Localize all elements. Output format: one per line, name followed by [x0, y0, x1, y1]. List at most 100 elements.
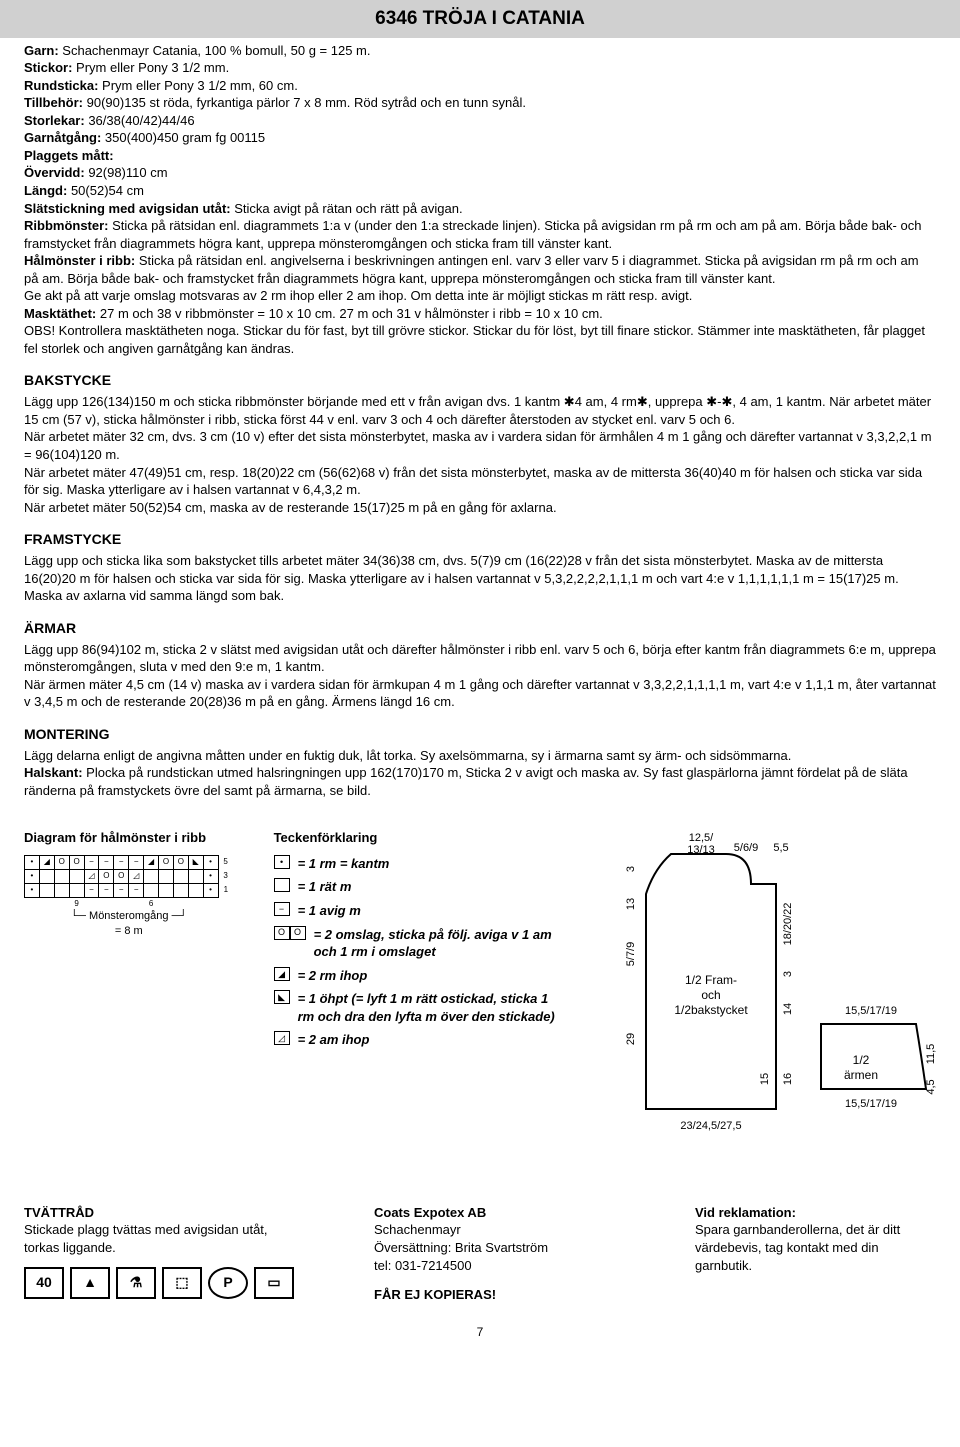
care-icon: ⬚ — [162, 1267, 202, 1299]
svg-text:och: och — [701, 988, 720, 1002]
company: Coats Expotex AB — [374, 1204, 615, 1222]
storlekar-value: 36/38(40/42)44/46 — [88, 113, 194, 128]
care-icon: P — [208, 1267, 248, 1299]
tillbehor-label: Tillbehör: — [24, 95, 83, 110]
legend-row: ◢= 2 rm ihop — [274, 967, 556, 985]
svg-text:14: 14 — [782, 1003, 794, 1015]
legend-row: −= 1 avig m — [274, 902, 556, 920]
bakstycke-p4: När arbetet mäter 50(52)54 cm, maska av … — [24, 499, 936, 517]
garn-label: Garn: — [24, 43, 59, 58]
bakstycke-p2: När arbetet mäter 32 cm, dvs. 3 cm (10 v… — [24, 428, 936, 463]
svg-text:15,5/17/19: 15,5/17/19 — [845, 1098, 897, 1110]
svg-text:ärmen: ärmen — [844, 1068, 878, 1082]
svg-text:1/2 Fram-: 1/2 Fram- — [685, 973, 737, 987]
garnatgang-value: 350(400)450 gram fg 00115 — [105, 130, 265, 145]
storlekar-label: Storlekar: — [24, 113, 85, 128]
legend-row: ◿= 2 am ihop — [274, 1031, 556, 1049]
reklamation-title: Vid reklamation: — [695, 1204, 936, 1222]
masktathet-value: 27 m och 38 v ribbmönster = 10 x 10 cm. … — [100, 306, 603, 321]
svg-text:4,5: 4,5 — [925, 1080, 936, 1095]
bakstycke-p3: När arbetet mäter 47(49)51 cm, resp. 18(… — [24, 464, 936, 499]
pattern-title: 6346 TRÖJA I CATANIA — [0, 0, 960, 38]
svg-text:23/24,5/27,5: 23/24,5/27,5 — [680, 1120, 741, 1132]
slatstickning-label: Slätstickning med avigsidan utåt: — [24, 201, 231, 216]
repeat-note: = 8 m — [24, 924, 234, 939]
geakt: Ge akt på att varje omslag motsvaras av … — [24, 287, 936, 305]
brand: Schachenmayr — [374, 1221, 615, 1239]
framstycke-p1: Lägg upp och sticka lika som bakstycket … — [24, 552, 936, 605]
rundsticka-value: Prym eller Pony 3 1/2 mm, 60 cm. — [102, 78, 298, 93]
armar-p1: Lägg upp 86(94)102 m, sticka 2 v slätst … — [24, 641, 936, 676]
nocopy: FÅR EJ KOPIERAS! — [374, 1286, 615, 1304]
ribbmonster-value: Sticka på rätsidan enl. diagrammets 1:a … — [24, 218, 921, 251]
tvatt-title: TVÄTTRÅD — [24, 1204, 294, 1222]
halmonster-label: Hålmönster i ribb: — [24, 253, 135, 268]
legend-column: Teckenförklaring •= 1 rm = kantm = 1 rät… — [274, 829, 556, 1144]
garnatgang-label: Garnåtgång: — [24, 130, 101, 145]
langd-value: 50(52)54 cm — [71, 183, 144, 198]
schematic-column: 12,5/13/13 5/6/9 5,5 3 13 5/7/9 29 1/2 F… — [596, 829, 936, 1144]
overvidd-label: Övervidd: — [24, 165, 85, 180]
care-icon: ⚗ — [116, 1267, 156, 1299]
tillbehor-value: 90(90)135 st röda, fyrkantiga pärlor 7 x… — [87, 95, 526, 110]
svg-text:5/7/9: 5/7/9 — [625, 942, 637, 966]
legend-row: •= 1 rm = kantm — [274, 855, 556, 873]
legend-row: OO= 2 omslag, sticka på följ. aviga v 1 … — [274, 926, 556, 961]
svg-text:3: 3 — [625, 866, 637, 872]
obs: OBS! Kontrollera masktätheten noga. Stic… — [24, 322, 936, 357]
armar-p2: När ärmen mäter 4,5 cm (14 v) maska av i… — [24, 676, 936, 711]
bottom-panel: Diagram för hålmönster i ribb •◢OO−−−−◢O… — [24, 829, 936, 1144]
langd-label: Längd: — [24, 183, 67, 198]
plaggets-label: Plaggets mått: — [24, 148, 114, 163]
armar-title: ÄRMAR — [24, 619, 936, 638]
bakstycke-p1: Lägg upp 126(134)150 m och sticka ribbmö… — [24, 393, 936, 428]
reklamation-text: Spara garnbanderollerna, det är ditt vär… — [695, 1221, 936, 1274]
svg-text:3: 3 — [782, 971, 794, 977]
rundsticka-label: Rundsticka: — [24, 78, 98, 93]
schematic-diagram: 12,5/13/13 5/6/9 5,5 3 13 5/7/9 29 1/2 F… — [596, 829, 936, 1139]
svg-text:5,5: 5,5 — [773, 842, 788, 854]
care-icon: 40 — [24, 1267, 64, 1299]
page-number: 7 — [0, 1314, 960, 1350]
garn-value: Schachenmayr Catania, 100 % bomull, 50 g… — [62, 43, 370, 58]
svg-text:15,5/17/19: 15,5/17/19 — [845, 1005, 897, 1017]
halskant-label: Halskant: — [24, 765, 83, 780]
footer-company: Coats Expotex AB Schachenmayr Översättni… — [374, 1204, 615, 1304]
svg-text:1/2bakstycket: 1/2bakstycket — [674, 1003, 748, 1017]
svg-text:29: 29 — [625, 1033, 637, 1045]
care-icon: ▲ — [70, 1267, 110, 1299]
stickor-value: Prym eller Pony 3 1/2 mm. — [76, 60, 229, 75]
footer: TVÄTTRÅD Stickade plagg tvättas med avig… — [0, 1204, 960, 1314]
slatstickning-value: Sticka avigt på rätan och rätt på avigan… — [234, 201, 462, 216]
svg-text:15: 15 — [759, 1073, 771, 1085]
svg-text:5/6/9: 5/6/9 — [734, 842, 758, 854]
stickor-label: Stickor: — [24, 60, 72, 75]
care-icons: 40 ▲ ⚗ ⬚ P ▭ — [24, 1267, 294, 1299]
svg-text:1/2: 1/2 — [853, 1053, 870, 1067]
content: Garn: Schachenmayr Catania, 100 % bomull… — [0, 42, 960, 1164]
svg-text:13: 13 — [625, 898, 637, 910]
care-icon: ▭ — [254, 1267, 294, 1299]
framstycke-title: FRAMSTYCKE — [24, 530, 936, 549]
diagram-title: Diagram för hålmönster i ribb — [24, 829, 234, 847]
svg-text:16: 16 — [782, 1073, 794, 1085]
footer-reklamation: Vid reklamation: Spara garnbanderollerna… — [695, 1204, 936, 1304]
montering-p1: Lägg delarna enligt de angivna måtten un… — [24, 747, 936, 765]
chart-column: Diagram för hålmönster i ribb •◢OO−−−−◢O… — [24, 829, 234, 1144]
svg-text:12,5/13/13: 12,5/13/13 — [687, 832, 715, 856]
masktathet-label: Masktäthet: — [24, 306, 96, 321]
montering-title: MONTERING — [24, 725, 936, 744]
repeat-text: Mönsteromgång — [89, 910, 169, 922]
footer-wash: TVÄTTRÅD Stickade plagg tvättas med avig… — [24, 1204, 294, 1304]
bakstycke-title: BAKSTYCKE — [24, 371, 936, 390]
ribbmonster-label: Ribbmönster: — [24, 218, 109, 233]
meta-block: Garn: Schachenmayr Catania, 100 % bomull… — [24, 42, 936, 358]
legend-row: ◣= 1 öhpt (= lyft 1 m rätt ostickad, sti… — [274, 990, 556, 1025]
tel: tel: 031-7214500 — [374, 1257, 615, 1275]
legend-row: = 1 rät m — [274, 878, 556, 896]
svg-text:18/20/22: 18/20/22 — [782, 903, 794, 946]
svg-text:11,5: 11,5 — [925, 1044, 936, 1065]
halmonster-value: Sticka på rätsidan enl. angivelserna i b… — [24, 253, 919, 286]
legend-title: Teckenförklaring — [274, 829, 556, 847]
stitch-chart: •◢OO−−−−◢OO◣•5 •◿OO◿•3 •−−−−•1 96 — [24, 855, 234, 912]
